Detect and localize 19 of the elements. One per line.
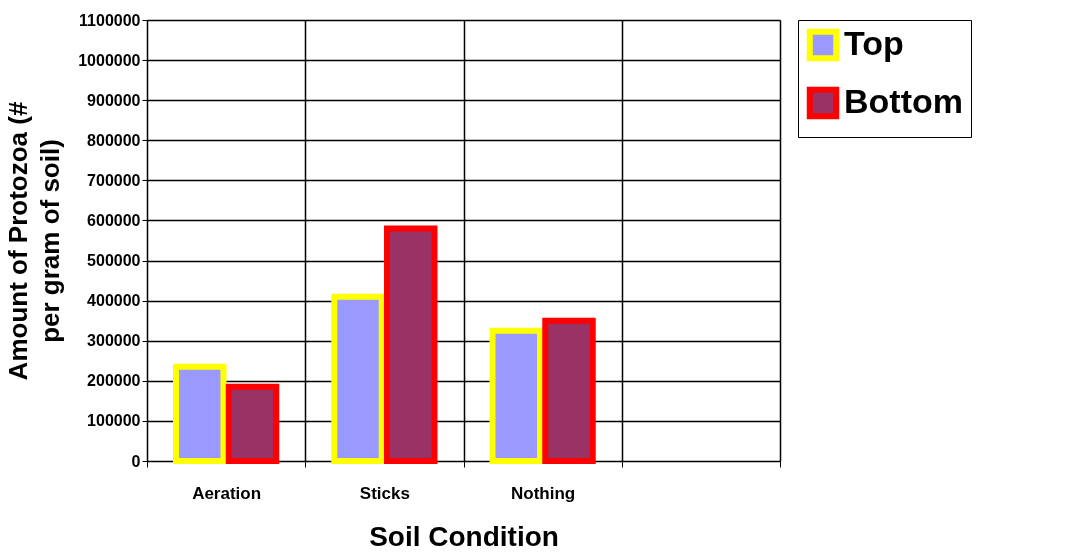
y-tick-label: 700000	[87, 171, 141, 189]
x-axis-title: Soil Condition	[369, 520, 559, 552]
y-tick-label: 800000	[87, 131, 141, 149]
y-tick-label: 1000000	[78, 51, 141, 69]
y-tick-label: 600000	[87, 211, 141, 229]
y-tick-label: 400000	[87, 292, 141, 310]
y-tick-label: 300000	[87, 332, 141, 350]
x-tick-label: Nothing	[511, 483, 576, 503]
legend-label: Bottom	[844, 82, 963, 120]
y-tick-label: 1100000	[79, 11, 141, 29]
y-tick-label: 0	[131, 452, 141, 470]
x-tick-label: Aeration	[192, 483, 262, 503]
y-tick-label: 900000	[87, 91, 141, 109]
y-axis-title: Amount of Protozoa (# per gram of soil)	[3, 101, 66, 381]
y-tick-label: 100000	[87, 412, 141, 430]
y-tick-label: 500000	[87, 252, 141, 270]
y-tick-label: 200000	[87, 372, 141, 390]
legend-label: Top	[844, 24, 904, 62]
x-tick-label: Sticks	[359, 483, 410, 503]
